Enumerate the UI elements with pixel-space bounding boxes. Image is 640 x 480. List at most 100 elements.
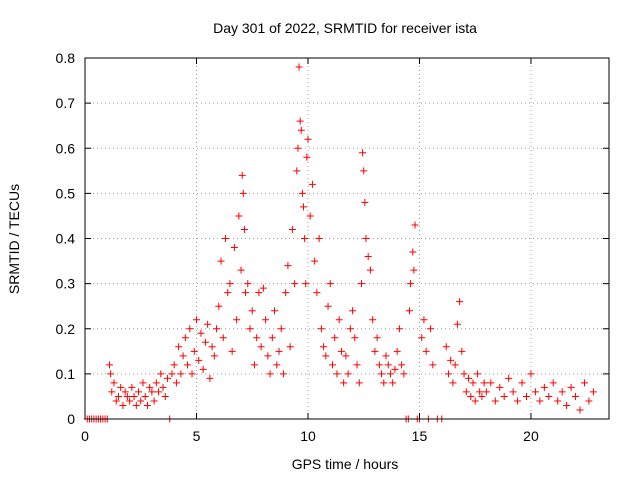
data-point <box>286 343 294 351</box>
data-point <box>239 189 247 197</box>
x-tick-label: 0 <box>81 428 89 444</box>
data-point <box>382 352 390 360</box>
data-point <box>514 397 522 405</box>
data-point <box>422 347 430 355</box>
data-point <box>360 167 368 175</box>
data-point <box>429 361 437 369</box>
data-point <box>250 361 258 369</box>
data-point <box>197 329 205 337</box>
data-point <box>139 379 147 387</box>
data-point <box>410 266 418 274</box>
data-point <box>298 189 306 197</box>
data-point <box>362 235 370 242</box>
data-point <box>451 361 459 369</box>
data-point <box>221 235 229 242</box>
data-point <box>306 212 314 220</box>
data-point <box>471 397 479 405</box>
x-tick-label: 20 <box>523 428 539 444</box>
data-point <box>110 379 118 387</box>
data-point <box>297 126 305 134</box>
data-point <box>119 401 127 409</box>
data-point <box>155 388 163 396</box>
data-point <box>146 383 154 391</box>
data-point <box>106 361 114 369</box>
data-point <box>304 135 312 143</box>
data-point <box>357 280 365 288</box>
data-point <box>317 325 325 333</box>
data-point <box>313 289 321 297</box>
data-point <box>353 361 361 369</box>
data-point <box>467 392 475 400</box>
x-tick-label: 5 <box>193 428 201 444</box>
data-point <box>331 334 339 342</box>
data-point <box>478 392 486 400</box>
data-point <box>228 347 236 355</box>
data-point <box>226 280 234 288</box>
data-point <box>473 370 481 378</box>
data-point <box>395 325 403 333</box>
data-point <box>418 334 426 342</box>
data-point <box>398 361 406 369</box>
y-tick-label: 0.8 <box>56 50 76 66</box>
data-point <box>585 397 593 405</box>
data-point <box>554 397 562 405</box>
data-point <box>549 379 557 387</box>
data-point <box>275 347 283 355</box>
data-point <box>179 352 187 360</box>
data-point <box>277 325 285 333</box>
data-point <box>206 374 214 382</box>
data-point <box>132 401 140 409</box>
y-tick-label: 0.7 <box>56 95 76 111</box>
data-point <box>161 392 169 400</box>
data-point <box>393 347 401 355</box>
data-point <box>505 374 513 382</box>
data-point <box>293 167 301 175</box>
data-point <box>405 307 413 315</box>
data-point <box>264 352 272 360</box>
data-point <box>204 320 212 328</box>
data-point <box>135 388 143 396</box>
data-point <box>177 370 185 378</box>
data-point <box>296 117 304 125</box>
y-tick-label: 0.1 <box>56 366 76 382</box>
data-point <box>400 370 408 378</box>
data-point <box>480 379 488 387</box>
data-point <box>117 383 125 391</box>
y-tick-label: 0.5 <box>56 185 76 201</box>
data-point <box>522 392 530 400</box>
data-point <box>469 379 477 387</box>
data-point <box>266 370 274 378</box>
data-point <box>545 392 553 400</box>
data-point <box>219 334 227 342</box>
data-point <box>238 171 246 179</box>
data-point <box>248 307 256 315</box>
data-point <box>246 325 254 333</box>
data-point <box>442 343 450 351</box>
data-point <box>186 325 194 333</box>
data-point <box>301 235 309 242</box>
data-point <box>346 325 354 333</box>
data-point <box>527 370 535 378</box>
data-point <box>344 370 352 378</box>
data-point <box>359 149 367 157</box>
data-point <box>487 379 495 387</box>
data-point <box>371 347 379 355</box>
data-point <box>351 334 359 342</box>
data-point <box>340 379 348 387</box>
data-point <box>240 225 248 233</box>
data-point <box>349 307 357 315</box>
data-point <box>361 198 369 206</box>
data-point <box>199 365 207 373</box>
data-point <box>233 316 241 324</box>
data-point <box>244 280 252 288</box>
data-point <box>157 370 165 378</box>
data-point <box>558 388 566 396</box>
data-point <box>364 253 372 261</box>
data-point <box>107 370 115 378</box>
data-point <box>114 392 122 400</box>
data-point <box>213 325 221 333</box>
data-point <box>322 352 330 360</box>
data-point <box>375 361 383 369</box>
data-point <box>315 235 323 242</box>
